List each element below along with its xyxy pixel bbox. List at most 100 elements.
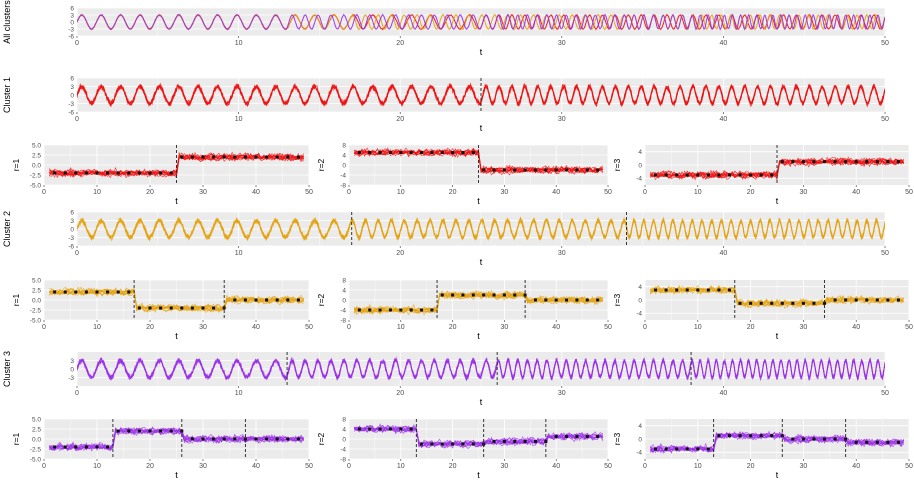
x-axis-label: t xyxy=(175,196,178,206)
mean-marker xyxy=(801,301,805,305)
mean-marker xyxy=(95,445,99,449)
mean-marker xyxy=(399,151,403,154)
mean-marker xyxy=(53,171,57,175)
mean-marker xyxy=(357,308,361,312)
mean-marker xyxy=(706,288,710,292)
replicate-line xyxy=(354,148,603,174)
plot-area xyxy=(649,430,905,454)
y-tick-label: 0 xyxy=(70,92,74,99)
mean-marker xyxy=(116,171,120,175)
mean-marker xyxy=(368,427,372,431)
y-tick-label: 8 xyxy=(342,277,346,284)
mean-marker xyxy=(565,435,569,438)
x-tick-label: 20 xyxy=(396,116,404,123)
mean-marker xyxy=(95,171,99,175)
mean-marker xyxy=(63,290,67,294)
y-axis-label: Cluster 1 xyxy=(2,77,12,113)
y-tick-label: -6 xyxy=(68,109,74,116)
panel-c1r1: 0 10 20 30 40 50 5.0 2.5 0.0 -2.5 -5.0 t r=1 xyxy=(11,142,313,206)
y-axis-label: r=1 xyxy=(11,158,21,171)
mean-marker xyxy=(243,155,247,159)
mean-marker xyxy=(675,447,679,451)
mean-marker xyxy=(585,298,589,302)
mean-marker xyxy=(896,298,900,302)
mean-marker xyxy=(159,171,163,175)
mean-marker xyxy=(420,308,424,312)
mean-marker xyxy=(854,298,858,302)
mean-marker xyxy=(492,293,496,297)
mean-marker xyxy=(265,298,269,302)
mean-marker xyxy=(243,298,247,302)
mean-marker xyxy=(854,440,858,444)
x-tick-label: 0 xyxy=(42,463,46,470)
mean-marker xyxy=(137,429,141,433)
x-tick-label: 30 xyxy=(558,250,566,257)
y-tick-label: 0 xyxy=(70,366,74,373)
x-axis-label: t xyxy=(480,257,483,267)
mean-marker xyxy=(461,293,465,297)
plot-area xyxy=(353,147,604,176)
x-tick-label: 40 xyxy=(552,324,560,331)
x-tick-label: 40 xyxy=(252,324,260,331)
y-tick-label: 0 xyxy=(638,162,642,169)
mean-marker xyxy=(654,288,658,292)
mean-marker xyxy=(254,437,258,441)
mean-marker xyxy=(727,173,731,177)
y-axis-label: r=3 xyxy=(612,293,622,306)
x-tick-label: 40 xyxy=(720,40,728,47)
mean-marker xyxy=(844,160,848,164)
mean-marker xyxy=(886,298,890,302)
mean-marker xyxy=(190,155,194,159)
series-line xyxy=(77,83,885,108)
x-tick-label: 20 xyxy=(146,324,154,331)
mean-marker xyxy=(875,160,879,164)
mean-marker xyxy=(706,447,710,451)
x-tick-label: 50 xyxy=(905,463,913,470)
y-tick-label: -2.5 xyxy=(30,172,42,179)
mean-marker xyxy=(137,306,141,310)
mean-marker xyxy=(685,173,689,177)
plot-area xyxy=(649,284,904,309)
x-tick-label: 20 xyxy=(146,189,154,196)
x-tick-label: 10 xyxy=(235,250,243,257)
mean-marker xyxy=(865,298,869,302)
mean-marker xyxy=(63,445,67,449)
mean-marker xyxy=(378,427,382,431)
mean-marker xyxy=(801,160,805,164)
mean-marker xyxy=(533,440,537,443)
mean-marker xyxy=(696,447,700,451)
mean-marker xyxy=(717,173,721,177)
mean-marker xyxy=(74,445,78,449)
y-tick-label: 5.0 xyxy=(32,142,41,149)
mean-marker xyxy=(865,160,869,164)
mean-marker xyxy=(854,160,858,164)
x-tick-label: 40 xyxy=(552,463,560,470)
y-tick-label: 2.5 xyxy=(32,426,41,433)
mean-marker xyxy=(106,171,110,175)
mean-marker xyxy=(585,435,589,438)
mean-marker xyxy=(388,308,392,312)
replicate-line xyxy=(354,290,604,314)
x-tick-label: 10 xyxy=(93,189,101,196)
mean-marker xyxy=(738,173,742,177)
mean-marker xyxy=(844,298,848,302)
mean-marker xyxy=(212,306,216,310)
mean-marker xyxy=(513,440,517,443)
mean-marker xyxy=(296,437,300,441)
y-tick-label: 0.0 xyxy=(32,162,41,169)
y-tick-label: 2.5 xyxy=(32,287,41,294)
x-tick-label: 20 xyxy=(396,390,404,397)
x-tick-label: 50 xyxy=(905,189,913,196)
mean-marker xyxy=(169,429,173,433)
plot-area xyxy=(48,286,305,313)
y-tick-label: 3 xyxy=(70,84,74,91)
mean-marker xyxy=(833,298,837,302)
mean-marker xyxy=(770,434,774,438)
x-tick-label: 40 xyxy=(852,189,860,196)
mean-marker xyxy=(440,293,444,297)
x-tick-label: 50 xyxy=(905,324,913,331)
mean-marker xyxy=(575,168,579,172)
mean-marker xyxy=(759,173,763,177)
